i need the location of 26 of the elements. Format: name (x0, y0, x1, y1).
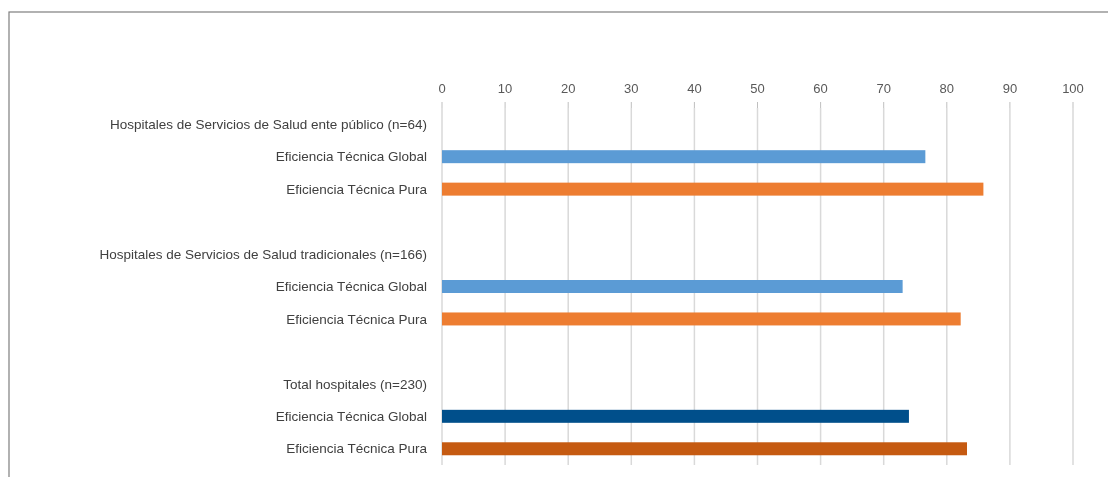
y-tick-label: Hospitales de Servicios de Salud tradicionales (n=166) (99, 246, 427, 262)
bar (442, 409, 909, 423)
bar (442, 280, 903, 293)
x-tick-label: 100 (1062, 81, 1084, 96)
x-tick-label: 50 (750, 81, 765, 96)
y-tick-label: Eficiencia Técnica Global (275, 149, 427, 165)
y-tick-label: Eficiencia Técnica Pura (286, 181, 428, 197)
bar (442, 442, 967, 456)
y-tick-label: Eficiencia Técnica Global (275, 279, 427, 295)
bar (442, 182, 984, 196)
x-tick-label: 0 (438, 81, 446, 96)
y-tick-label: Eficiencia Técnica Pura (286, 441, 428, 457)
y-tick-label: Eficiencia Técnica Pura (286, 311, 428, 327)
x-tick-label: 20 (560, 81, 576, 96)
x-tick-label: 30 (624, 81, 639, 96)
y-tick-label: Eficiencia Técnica Global (275, 409, 427, 425)
x-tick-label: 90 (1002, 81, 1018, 96)
y-tick-label: Hospitales de Servicios de Salud ente público (n=64) (109, 116, 427, 132)
x-tick-label: 60 (813, 81, 828, 96)
x-tick-label: 10 (497, 81, 513, 96)
y-tick-label: Total hospitales (n=230) (283, 376, 427, 392)
x-tick-label: 70 (876, 81, 891, 96)
bar (442, 312, 961, 326)
x-tick-label: 80 (939, 81, 955, 96)
x-tick-label: 40 (687, 81, 702, 96)
bar (442, 150, 926, 164)
